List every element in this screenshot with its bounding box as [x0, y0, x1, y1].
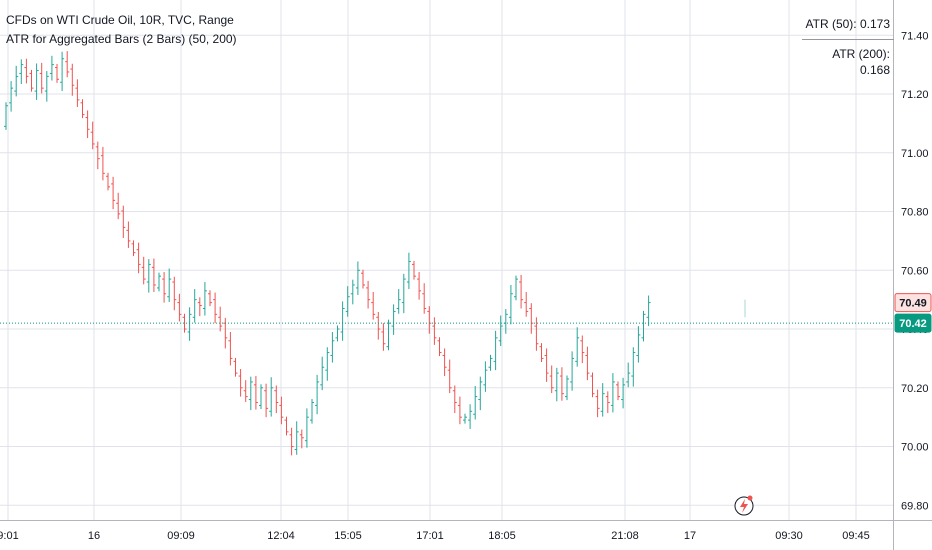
atr-values-panel: ATR (50): 0.173 ATR (200): 0.168 — [802, 14, 894, 83]
y-tick-label: 71.20 — [901, 89, 929, 101]
atr-separator — [802, 39, 894, 40]
x-tick-label: 9:01 — [0, 530, 19, 542]
chart-header: CFDs on WTI Crude Oil, 10R, TVC, Range A… — [6, 12, 237, 47]
x-tick-label: 15:05 — [334, 530, 362, 542]
y-tick-label: 69.80 — [901, 500, 929, 512]
x-tick-label: 21:08 — [611, 530, 639, 542]
current-price-label: 70.42 — [899, 318, 927, 330]
atr-50-value: ATR (50): 0.173 — [805, 17, 890, 31]
notification-dot-icon — [747, 495, 753, 501]
x-tick-label: 18:05 — [488, 530, 516, 542]
y-tick-label: 71.40 — [901, 30, 929, 42]
y-tick-label: 70.80 — [901, 207, 929, 219]
x-tick-label: 09:45 — [842, 530, 870, 542]
y-tick-label: 70.60 — [901, 265, 929, 277]
lightning-icon[interactable] — [740, 499, 748, 513]
y-tick-label: 70.20 — [901, 383, 929, 395]
x-tick-label: 17:01 — [416, 530, 444, 542]
last-price-tag — [894, 293, 932, 313]
y-tick-label: 71.00 — [901, 148, 929, 160]
symbol-title[interactable]: CFDs on WTI Crude Oil, 10R, TVC, Range — [6, 13, 234, 27]
last-price-label: 70.49 — [899, 298, 927, 310]
x-tick-label: 12:04 — [267, 530, 295, 542]
y-tick-label: 70.00 — [901, 442, 929, 454]
x-tick-label: 16 — [88, 530, 100, 542]
atr-200-value: ATR (200): 0.168 — [832, 47, 890, 77]
x-tick-label: 17 — [684, 530, 696, 542]
x-tick-label: 09:09 — [167, 530, 195, 542]
indicator-legend[interactable]: ATR for Aggregated Bars (2 Bars) (50, 20… — [6, 32, 237, 46]
x-tick-label: 09:30 — [775, 530, 803, 542]
current-price-tag — [894, 313, 932, 333]
